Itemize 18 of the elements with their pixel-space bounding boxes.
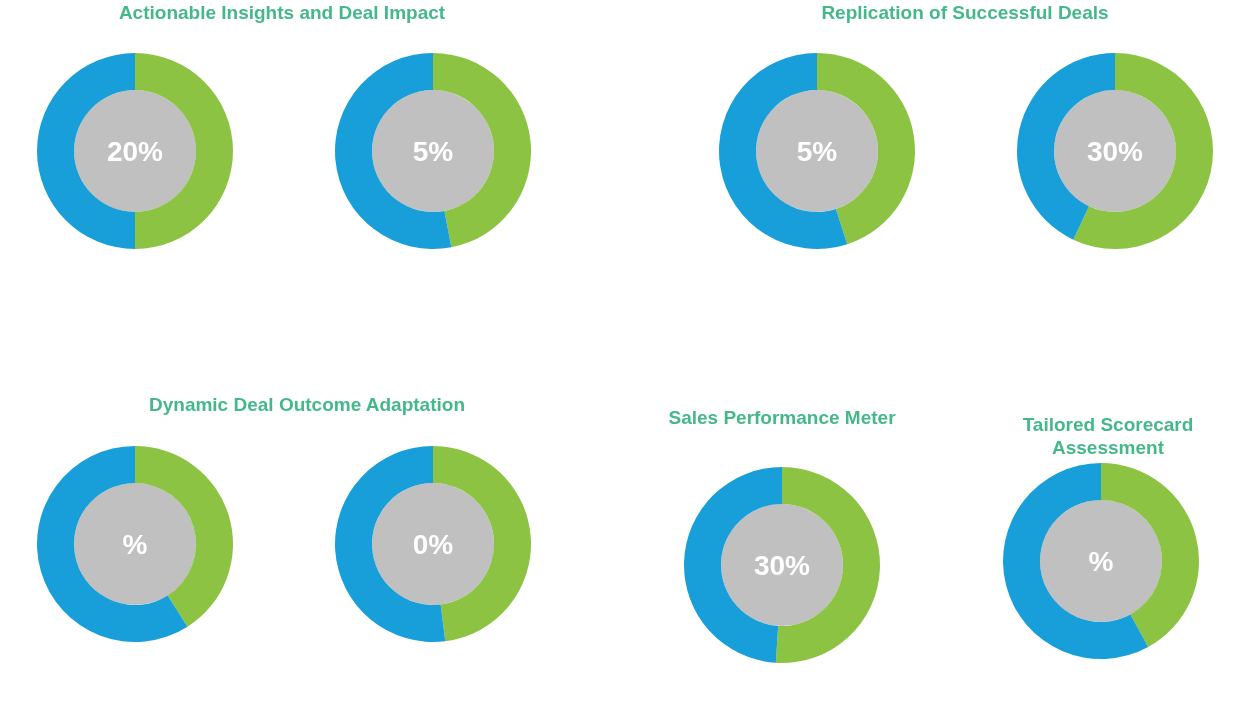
text: 30% [1086,136,1144,167]
chart-title: Tailored Scorecard Assessment [1021,413,1195,459]
text: % [1088,546,1114,577]
text: Replication of Successful Deals [820,1,1110,24]
text: Dynamic Deal Outcome Adaptation [148,393,466,416]
text: 5% [796,136,838,167]
text: 30% [753,550,811,581]
chart-title: Sales Performance Meter [667,406,897,429]
donut-slice [37,446,188,642]
donut-slice [1073,53,1213,249]
donut-slice [1003,463,1149,659]
text: % [122,529,148,560]
donut-slice [335,53,452,249]
text: Actionable Insights and Deal Impact [117,1,447,24]
donut-slice [719,53,848,249]
text: 20% [106,136,164,167]
text: 5% [412,136,454,167]
text: 0% [412,529,454,560]
